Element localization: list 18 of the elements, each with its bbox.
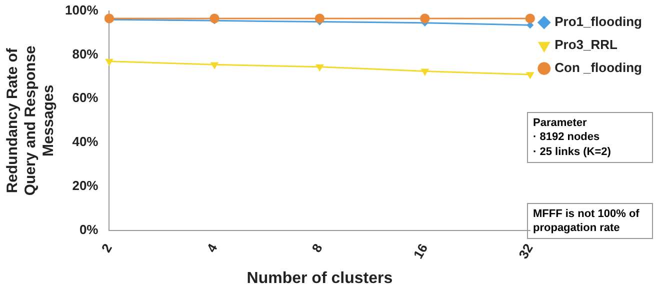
x-tick-label: 32 [516, 241, 536, 262]
text: MFFF is not 100% of propagation rate [527, 202, 653, 240]
x-tick-label: 8 [308, 241, 326, 255]
x-tick-label: 4 [204, 240, 221, 255]
x-axis-title: Number of clusters [246, 270, 393, 287]
y-tick-label: 0% [79, 222, 99, 238]
y-tick-label: 60% [72, 90, 99, 106]
y-axis-title: Redundancy Rate of Query and Response Messages [4, 46, 58, 196]
y-tick-label: 100% [65, 2, 99, 18]
text: Parameter · 8192 nodes · 25 links (K=2) [527, 112, 653, 163]
y-tick-label: 40% [72, 134, 99, 150]
x-tick-label: 2 [98, 241, 115, 255]
y-tick-label: 20% [72, 178, 99, 194]
legend-label: Con _flooding [554, 60, 642, 76]
legend-label: Pro1_flooding [554, 14, 642, 30]
legend-label: Pro3_RRL [554, 37, 618, 52]
y-tick-label: 80% [72, 46, 99, 62]
x-tick-label: 16 [410, 241, 431, 262]
